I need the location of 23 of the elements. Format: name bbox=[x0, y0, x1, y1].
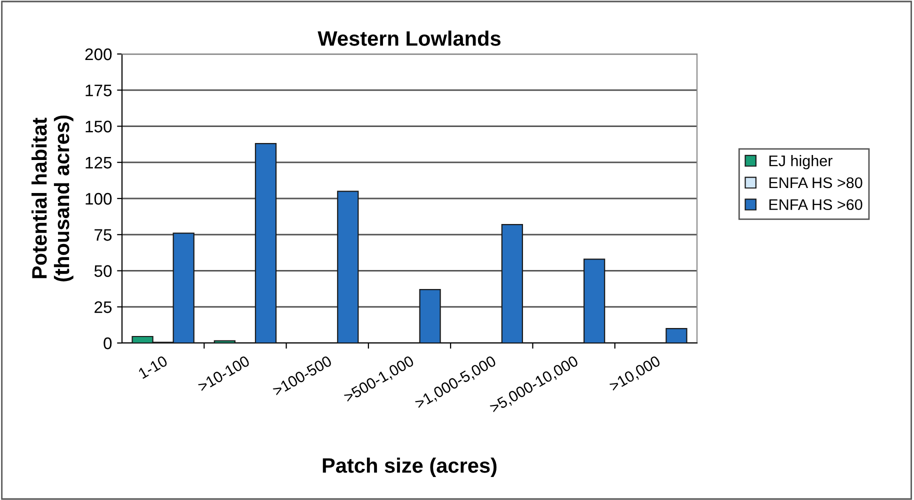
y-tick-label: 75 bbox=[94, 229, 112, 241]
y-axis-title: Potential habitat (thousand acres) bbox=[32, 116, 74, 282]
y-tick-label: 150 bbox=[86, 120, 112, 132]
legend-label: ENFA HS >60 bbox=[769, 199, 862, 210]
y-tick-label: 25 bbox=[94, 301, 112, 314]
x-axis-title: Patch size (acres) bbox=[322, 458, 496, 478]
bar bbox=[666, 328, 688, 343]
bar bbox=[501, 224, 523, 343]
y-tick-label: 175 bbox=[86, 84, 112, 96]
legend-label: EJ higher bbox=[769, 155, 832, 170]
x-tick-label: 1-10 bbox=[138, 355, 168, 379]
y-tick-label: 200 bbox=[85, 48, 112, 60]
chart-title: Western Lowlands bbox=[318, 30, 500, 46]
bar bbox=[214, 340, 236, 343]
y-tick-label: 125 bbox=[86, 156, 112, 169]
bar bbox=[584, 258, 606, 343]
legend-label: ENFA HS >80 bbox=[769, 177, 862, 188]
bar bbox=[419, 288, 441, 343]
y-tick-label: 0 bbox=[104, 337, 112, 350]
bar bbox=[337, 190, 359, 343]
y-tick-label: 100 bbox=[86, 192, 112, 205]
bar bbox=[254, 143, 277, 343]
y-tick-label: 50 bbox=[94, 265, 112, 277]
